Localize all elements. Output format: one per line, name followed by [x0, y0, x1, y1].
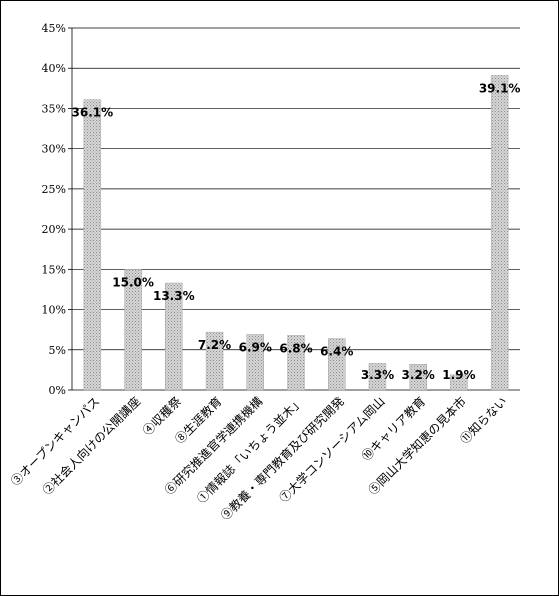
bar: [287, 335, 305, 391]
y-tick-label: 45%: [42, 22, 66, 35]
bar: [328, 338, 346, 391]
y-tick-label: 5%: [49, 344, 66, 357]
bars: [83, 75, 509, 391]
bar: [83, 99, 102, 391]
data-label: 6.4%: [320, 345, 353, 359]
data-label: 13.3%: [153, 289, 195, 303]
data-label: 6.9%: [239, 340, 272, 354]
value-labels: 36.1% 15.0%13.3% 7.2% 6.9% 6.8% 6.4% 3.3% 3.2% 1…: [72, 81, 521, 382]
gridlines: [72, 27, 520, 351]
bar: [205, 331, 224, 391]
y-tick-label: 35%: [42, 102, 66, 115]
category-labels: ③オープンキャンパス②社会人向けの公開講座④収穫祭⑧生涯教育⑥研究推進官学連携機…: [8, 394, 510, 523]
y-tick-label: 15%: [42, 263, 66, 276]
data-label: 15.0%: [112, 275, 154, 289]
y-tick-label: 40%: [42, 62, 66, 75]
axes: 0% 5% 10% 15% 20% 25% 30% 35% 40% 45%: [42, 22, 520, 397]
data-label: 1.9%: [442, 368, 475, 382]
y-tick-label: 20%: [42, 223, 66, 236]
data-label: 39.1%: [479, 81, 521, 95]
bar: [409, 364, 427, 391]
data-label: 3.2%: [402, 368, 435, 382]
y-tick-label: 30%: [42, 143, 66, 156]
y-tick-label: 0%: [49, 384, 66, 397]
data-label: 6.8%: [279, 341, 312, 355]
data-label: 36.1%: [72, 106, 114, 120]
y-tick-label: 10%: [42, 304, 66, 317]
bar: [165, 282, 183, 391]
data-label: 7.2%: [198, 338, 231, 352]
bar: [246, 334, 264, 391]
bar: [490, 75, 509, 391]
bar: [368, 363, 387, 391]
data-label: 3.3%: [361, 368, 394, 382]
y-tick-label: 25%: [42, 183, 66, 196]
bar: [124, 269, 142, 391]
bar: [450, 374, 468, 391]
